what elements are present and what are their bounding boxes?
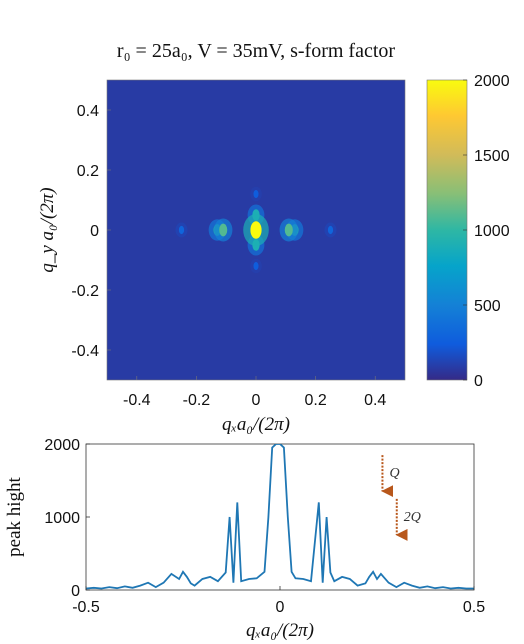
heatmap-peak <box>253 262 259 270</box>
heatmap-peak <box>219 223 228 237</box>
x-tick-label: -0.2 <box>183 392 211 409</box>
heatmap-x-axis-label: qₓa₀/(2π) <box>222 414 290 435</box>
line-x-tick-label: 0 <box>276 599 285 616</box>
annotation-label: 2Q <box>404 510 421 525</box>
peak-height-series <box>86 444 474 590</box>
y-tick-label: -0.2 <box>71 283 99 300</box>
y-tick-label: 0.4 <box>77 103 99 120</box>
heatmap-y-ticks: 0.4 0.2 0 -0.2 -0.4 <box>71 103 111 360</box>
x-tick-label: 0.4 <box>364 392 386 409</box>
heatmap-peak <box>253 190 259 198</box>
colorbar-tick-label: 2000 <box>474 73 510 90</box>
line-y-tick-label: 1000 <box>44 510 80 527</box>
heatmap-peak <box>284 223 293 237</box>
line-x-tick-label: -0.5 <box>72 599 100 616</box>
heatmap-peak <box>327 225 334 235</box>
heatmap-peak <box>250 221 262 239</box>
x-tick-label: 0.2 <box>304 392 326 409</box>
y-tick-label: 0 <box>90 223 99 240</box>
line-x-axis-label: qₓa₀/(2π) <box>246 620 314 641</box>
heatmap-plot-area <box>107 80 405 380</box>
heatmap-x-ticks: -0.4 -0.2 0 0.2 0.4 <box>123 376 386 409</box>
colorbar <box>426 79 468 381</box>
colorbar-tick-label: 1000 <box>474 223 510 240</box>
line-x-tick-label: 0.5 <box>463 599 485 616</box>
colorbar-tick-label: 0 <box>474 373 483 390</box>
line-y-tick-label: 2000 <box>44 437 80 454</box>
y-tick-label: -0.4 <box>71 343 99 360</box>
y-tick-label: 0.2 <box>77 163 99 180</box>
colorbar-ticks: 2000 1500 1000 500 0 <box>463 73 510 390</box>
line-x-ticks: -0.5 0 0.5 <box>72 586 485 616</box>
annotation-label: Q <box>389 466 399 481</box>
colorbar-tick-label: 1500 <box>474 148 510 165</box>
x-tick-label: -0.4 <box>123 392 151 409</box>
heatmap-y-axis-label: q_y a₀/(2π) <box>37 187 58 272</box>
heatmap-title: r₀ = 25a₀, V = 35mV, s-form factor <box>117 40 395 62</box>
heatmap-peak <box>178 225 185 235</box>
line-y-tick-label: 0 <box>71 583 80 600</box>
heatmap-peaks <box>175 186 337 274</box>
line-y-axis-label: peak hight <box>4 476 25 556</box>
line-annotations: Q 2Q <box>381 455 421 541</box>
colorbar-tick-label: 500 <box>474 298 501 315</box>
x-tick-label: 0 <box>252 392 261 409</box>
line-y-ticks: 2000 1000 0 <box>44 437 90 600</box>
